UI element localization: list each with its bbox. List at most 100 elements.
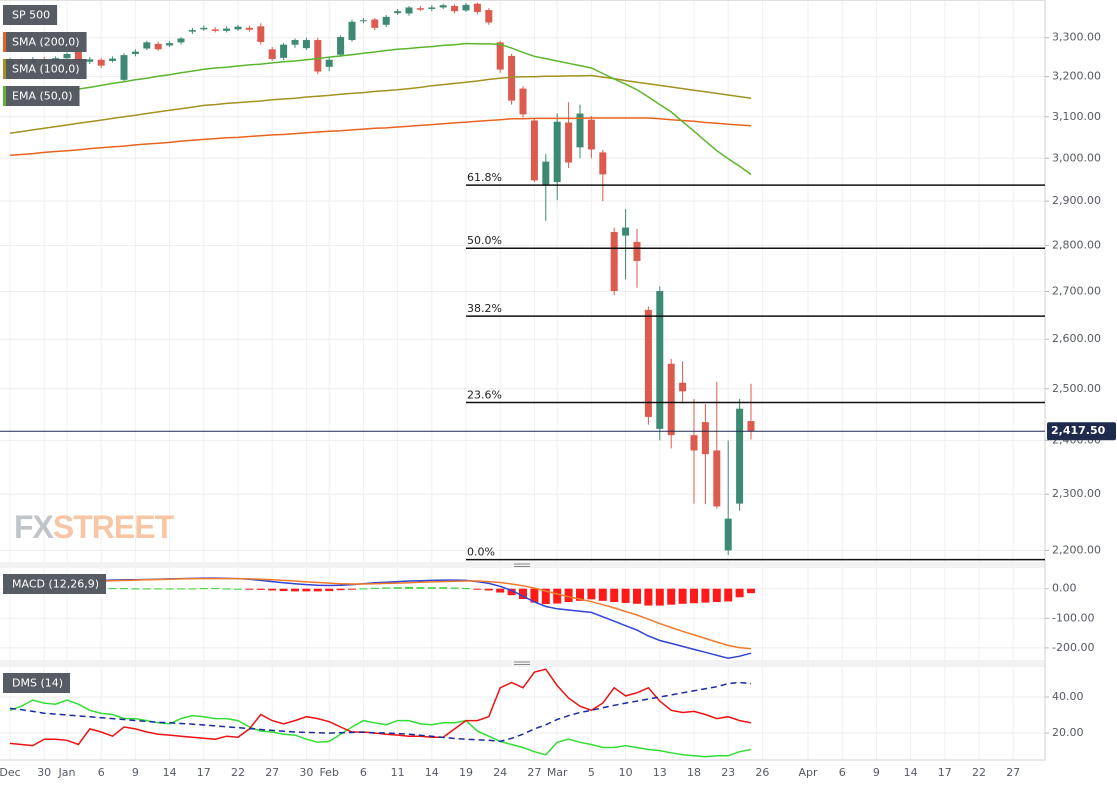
- candle-body: [257, 26, 265, 42]
- candle-body: [451, 5, 459, 12]
- legend-box: [3, 32, 87, 52]
- candle-body: [644, 309, 652, 417]
- histogram-bar: [598, 588, 607, 601]
- candle-body: [485, 10, 493, 23]
- histogram-bar: [496, 588, 505, 593]
- candle-body: [416, 8, 424, 10]
- candle-body: [86, 59, 94, 62]
- y-tick-label: 0.00: [1052, 582, 1077, 595]
- x-tick-label: 13: [653, 766, 667, 779]
- legend-swatch: [3, 32, 6, 52]
- histogram-bar: [701, 588, 710, 603]
- histogram-bar: [541, 588, 550, 605]
- candle-body: [576, 113, 584, 148]
- grid-layer: [0, 0, 1045, 760]
- histogram-bar: [154, 588, 163, 590]
- legend-item: EMA (50,0): [3, 86, 80, 106]
- candle-body: [131, 51, 139, 54]
- y-tick-label: 3,300.00: [1052, 31, 1101, 44]
- histogram-bar: [564, 588, 573, 603]
- x-tick-label: 14: [425, 766, 439, 779]
- histogram-bar: [336, 588, 345, 591]
- candle-body: [519, 88, 527, 115]
- y-tick-label: -200.00: [1052, 641, 1094, 654]
- candle-body: [701, 422, 709, 455]
- x-tick-label: 18: [687, 766, 701, 779]
- histogram-bar: [633, 588, 641, 604]
- x-tick-label: 27: [1006, 766, 1020, 779]
- candle-body: [325, 59, 333, 67]
- legend-box: [3, 59, 87, 79]
- legend-text: SMA (100,0): [12, 63, 80, 76]
- histogram-bar: [108, 588, 117, 590]
- histogram-bar: [382, 587, 391, 589]
- candle-body: [177, 38, 185, 43]
- histogram-bar: [678, 588, 687, 604]
- watermark-fx: FX: [14, 509, 55, 545]
- legend-item: SMA (100,0): [3, 59, 87, 79]
- candle-body: [109, 58, 117, 61]
- x-tick-label: 6: [360, 766, 367, 779]
- histogram-bar: [291, 588, 299, 592]
- histogram-bar: [439, 587, 448, 589]
- y-tick-label: -100.00: [1052, 611, 1094, 624]
- candle-body: [348, 21, 356, 41]
- candle-body: [63, 53, 71, 59]
- candle-body: [622, 227, 630, 236]
- candle-body: [211, 29, 219, 31]
- candle-body: [302, 40, 310, 49]
- histogram-bar: [199, 588, 208, 590]
- resize-handle[interactable]: [514, 563, 530, 665]
- histogram-bar: [268, 588, 277, 591]
- x-tick-label: 22: [972, 766, 986, 779]
- candle-body: [690, 435, 698, 451]
- candle-body: [120, 55, 128, 80]
- histogram-bar: [712, 588, 721, 603]
- histogram-bar: [142, 588, 151, 590]
- fib-label: 0.0%: [467, 546, 495, 559]
- candle-body: [565, 122, 573, 163]
- histogram-bar: [519, 588, 527, 600]
- y-tick-label: 3,000.00: [1052, 151, 1101, 164]
- candle-body: [736, 408, 744, 504]
- histogram-bar: [553, 588, 562, 604]
- y-tick-label: 2,700.00: [1052, 284, 1101, 297]
- candle-body: [154, 43, 162, 50]
- histogram-bar: [690, 588, 698, 604]
- histogram-bar: [313, 588, 322, 592]
- line-series: [9, 117, 752, 157]
- histogram-bar: [621, 588, 630, 603]
- histogram-bar: [484, 588, 493, 591]
- x-tick-label: 24: [493, 766, 507, 779]
- candle-body: [542, 161, 550, 186]
- x-tick-label: 22: [231, 766, 245, 779]
- x-tick-label: Jan: [58, 766, 76, 779]
- histogram-bar: [610, 588, 619, 603]
- candle-body: [74, 51, 82, 62]
- histogram-bar: [667, 588, 676, 605]
- histogram-bar: [245, 588, 254, 590]
- panel-separator: [0, 562, 1045, 568]
- candle-body: [679, 382, 687, 392]
- watermark-street: STREET: [53, 509, 175, 545]
- histogram-bar: [165, 588, 174, 590]
- legend-item: MACD (12,26,9): [3, 574, 107, 594]
- histogram-bar: [427, 587, 436, 589]
- candle-body: [508, 55, 516, 101]
- candle-body: [143, 42, 151, 49]
- histogram-bar: [735, 588, 744, 598]
- x-tick-label: 30: [299, 766, 313, 779]
- candle-body: [280, 44, 288, 58]
- legend-item: DMS (14): [3, 673, 71, 693]
- x-tick-label: 27: [265, 766, 279, 779]
- line-series: [9, 699, 752, 758]
- x-tick-label: 9: [132, 766, 139, 779]
- histogram-bar: [473, 588, 482, 590]
- fib-label: 61.8%: [467, 171, 502, 184]
- histogram-bar: [120, 588, 128, 590]
- x-tick-label: Mar: [547, 766, 568, 779]
- y-tick-label: 40.00: [1052, 690, 1084, 703]
- histogram-bar: [747, 588, 755, 594]
- histogram-bar: [222, 588, 231, 590]
